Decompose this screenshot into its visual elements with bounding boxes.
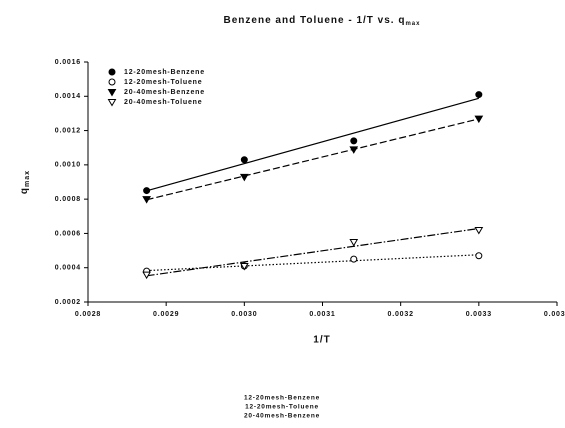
x-tick-label: 0.0031 <box>309 311 335 318</box>
x-tick-label: 0.0032 <box>388 311 414 318</box>
x-tick-label: 0.0033 <box>466 311 492 318</box>
legend-marker <box>107 89 117 97</box>
legend-label: 12-20mesh-Toluene <box>124 79 202 86</box>
trend-line <box>146 97 479 192</box>
x-tick-label: 0.0030 <box>231 311 257 318</box>
legend-label: 12-20mesh-Benzene <box>124 69 205 76</box>
y-tick-label: 0.0006 <box>55 230 81 237</box>
y-tick-label: 0.0002 <box>55 299 81 306</box>
title-text: Benzene and Toluene - 1/T vs. q <box>224 15 406 26</box>
chart-title: Benzene and Toluene - 1/T vs. qmax <box>224 15 421 27</box>
point <box>350 255 358 263</box>
y-tick-label: 0.0008 <box>55 196 81 203</box>
y-tick-label: 0.0010 <box>55 162 81 169</box>
legend-marker <box>108 68 116 76</box>
y-label-subscript: max <box>24 170 31 187</box>
point <box>474 227 484 235</box>
legend-marker <box>107 99 117 107</box>
point <box>350 137 358 145</box>
legend-marker <box>108 78 116 86</box>
y-label-text: q <box>19 187 30 194</box>
point <box>475 252 483 260</box>
y-tick-label: 0.0014 <box>55 93 81 100</box>
point <box>349 239 359 247</box>
y-axis-label: qmax <box>19 170 31 194</box>
point <box>239 263 249 271</box>
point <box>142 271 151 280</box>
y-tick-label: 0.0012 <box>55 127 81 134</box>
x-axis-label: 1/T <box>313 335 330 346</box>
point <box>239 173 249 182</box>
point <box>475 91 483 99</box>
legend-label: 20-40mesh-Benzene <box>124 89 205 96</box>
point <box>349 146 359 154</box>
trend-line <box>146 227 479 277</box>
bottom-text: 20-40mesh-Benzene <box>244 413 320 420</box>
title-subscript: max <box>405 21 420 27</box>
y-tick-label: 0.0016 <box>55 59 81 66</box>
bottom-text: 12-20mesh-Benzene <box>244 395 320 402</box>
trend-line <box>146 254 479 272</box>
point <box>240 156 248 164</box>
bottom-text: 12-20mesh-Toluene <box>245 404 319 411</box>
point <box>474 115 484 124</box>
point <box>142 196 151 204</box>
x-tick-label: 0.0028 <box>75 311 101 318</box>
point <box>143 187 151 195</box>
y-tick-label: 0.0004 <box>55 265 81 272</box>
x-tick-label: 0.0034 <box>544 311 565 318</box>
legend-label: 20-40mesh-Toluene <box>124 99 202 106</box>
trend-line <box>146 118 479 201</box>
x-tick-label: 0.0029 <box>153 311 179 318</box>
